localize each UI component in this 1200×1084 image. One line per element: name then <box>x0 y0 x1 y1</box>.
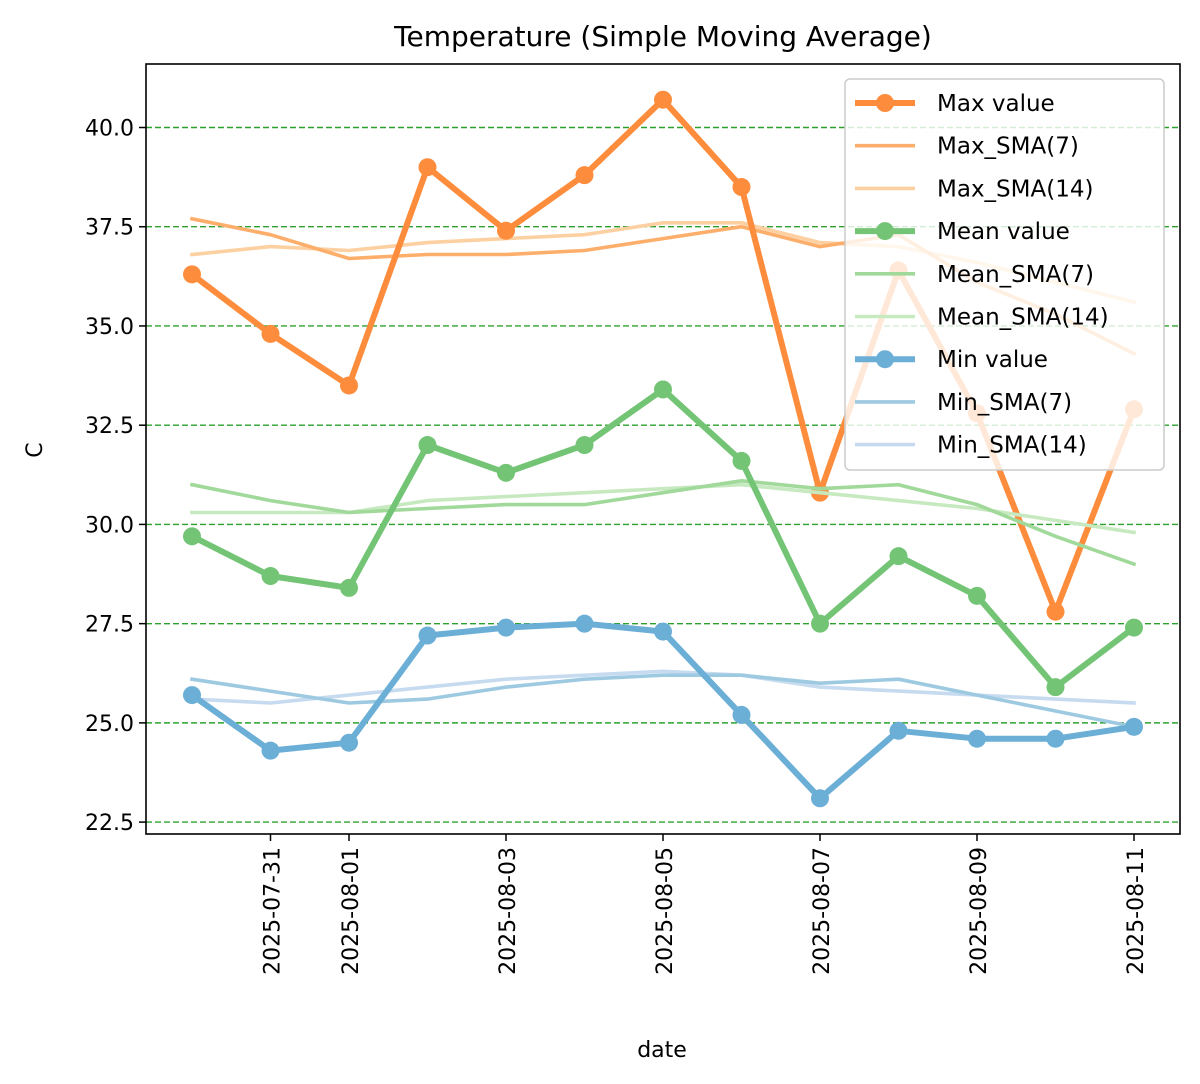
data-point <box>497 221 515 240</box>
legend-entry: Max value <box>855 91 1055 117</box>
data-point <box>732 705 751 724</box>
y-tick-label: 22.5 <box>85 811 134 836</box>
data-point <box>183 686 201 705</box>
data-point <box>575 436 594 455</box>
data-point <box>183 527 201 546</box>
data-point <box>183 265 201 284</box>
legend-entry: Mean value <box>855 219 1070 245</box>
series-line <box>189 478 1137 567</box>
y-tick-label: 32.5 <box>85 414 134 439</box>
data-point <box>1046 729 1065 748</box>
data-point <box>811 789 829 808</box>
y-axis-title: C <box>23 442 48 457</box>
data-point <box>418 158 437 177</box>
x-tick-label: 2025-08-05 <box>653 847 678 975</box>
legend: Max value Max_SMA(7) Max_SMA(14) Mean value… <box>844 78 1165 471</box>
legend-label: Max value <box>937 91 1055 117</box>
legend-box <box>844 78 1165 471</box>
grid-layer <box>146 126 1180 823</box>
data-point <box>340 578 358 597</box>
y-tick-label: 35.0 <box>85 315 134 340</box>
legend-label: Max_SMA(7) <box>937 134 1079 160</box>
legend-entry: Mean_SMA(14) <box>855 305 1109 331</box>
data-point <box>497 463 515 482</box>
data-point <box>1046 678 1065 697</box>
data-point <box>654 380 672 399</box>
legend-marker <box>876 350 894 369</box>
data-point <box>1046 602 1065 621</box>
legend-marker <box>876 222 894 241</box>
data-point <box>889 547 908 566</box>
y-tick-label: 30.0 <box>85 513 134 538</box>
legend-entry: Min_SMA(7) <box>855 390 1072 416</box>
x-tick-label: 2025-08-11 <box>1124 847 1149 975</box>
y-tick-label: 25.0 <box>85 712 134 737</box>
data-point <box>575 614 594 633</box>
data-point <box>654 90 672 109</box>
data-point <box>261 741 280 760</box>
series-min-sma-7- <box>189 673 1137 729</box>
data-point <box>575 166 594 185</box>
y-axis: 22.5 25.0 27.5 30.0 32.5 35.0 37.5 40.0 <box>85 117 146 836</box>
legend-label: Min_SMA(14) <box>937 433 1087 459</box>
data-point <box>732 451 751 470</box>
x-tick-label: 2025-08-09 <box>967 847 992 975</box>
data-point <box>654 622 672 641</box>
data-point <box>968 729 986 748</box>
data-point <box>1125 717 1143 736</box>
data-point <box>418 436 437 455</box>
series-mean-sma-7- <box>189 478 1137 567</box>
y-tick-label: 27.5 <box>85 613 134 638</box>
legend-label: Mean value <box>937 219 1070 245</box>
data-point <box>732 178 751 197</box>
legend-label: Max_SMA(14) <box>937 176 1093 202</box>
legend-entry: Min_SMA(14) <box>855 433 1087 459</box>
legend-entry: Max_SMA(7) <box>855 134 1079 160</box>
data-point <box>889 721 908 740</box>
legend-entry: Min value <box>855 347 1048 373</box>
legend-entry: Max_SMA(14) <box>855 176 1093 202</box>
legend-label: Min value <box>937 347 1048 373</box>
data-point <box>340 733 358 752</box>
series-min-value <box>183 614 1143 808</box>
x-tick-label: 2025-08-03 <box>496 847 521 975</box>
legend-entry: Mean_SMA(7) <box>855 262 1094 288</box>
chart-title: Temperature (Simple Moving Average) <box>393 20 932 53</box>
data-point <box>811 614 829 633</box>
x-tick-label: 2025-08-07 <box>810 847 835 975</box>
series-line <box>189 673 1137 729</box>
legend-label: Mean_SMA(14) <box>937 305 1109 331</box>
series-mean-value <box>183 380 1143 697</box>
x-axis-title: date <box>637 1038 687 1063</box>
x-tick-label: 2025-08-01 <box>339 847 364 975</box>
data-point <box>497 618 515 637</box>
legend-label: Mean_SMA(7) <box>937 262 1094 288</box>
data-point <box>261 567 280 586</box>
data-point <box>261 324 280 343</box>
data-point <box>968 586 986 605</box>
legend-label: Min_SMA(7) <box>937 390 1072 416</box>
legend-marker <box>876 94 894 112</box>
data-point <box>418 626 437 645</box>
y-tick-label: 37.5 <box>85 216 134 241</box>
x-axis: 2025-07-31 2025-08-01 2025-08-03 2025-08-05… <box>261 834 1149 975</box>
data-point <box>340 376 358 395</box>
x-tick-label: 2025-07-31 <box>261 847 286 975</box>
data-point <box>1125 618 1143 637</box>
y-tick-label: 40.0 <box>85 117 134 142</box>
